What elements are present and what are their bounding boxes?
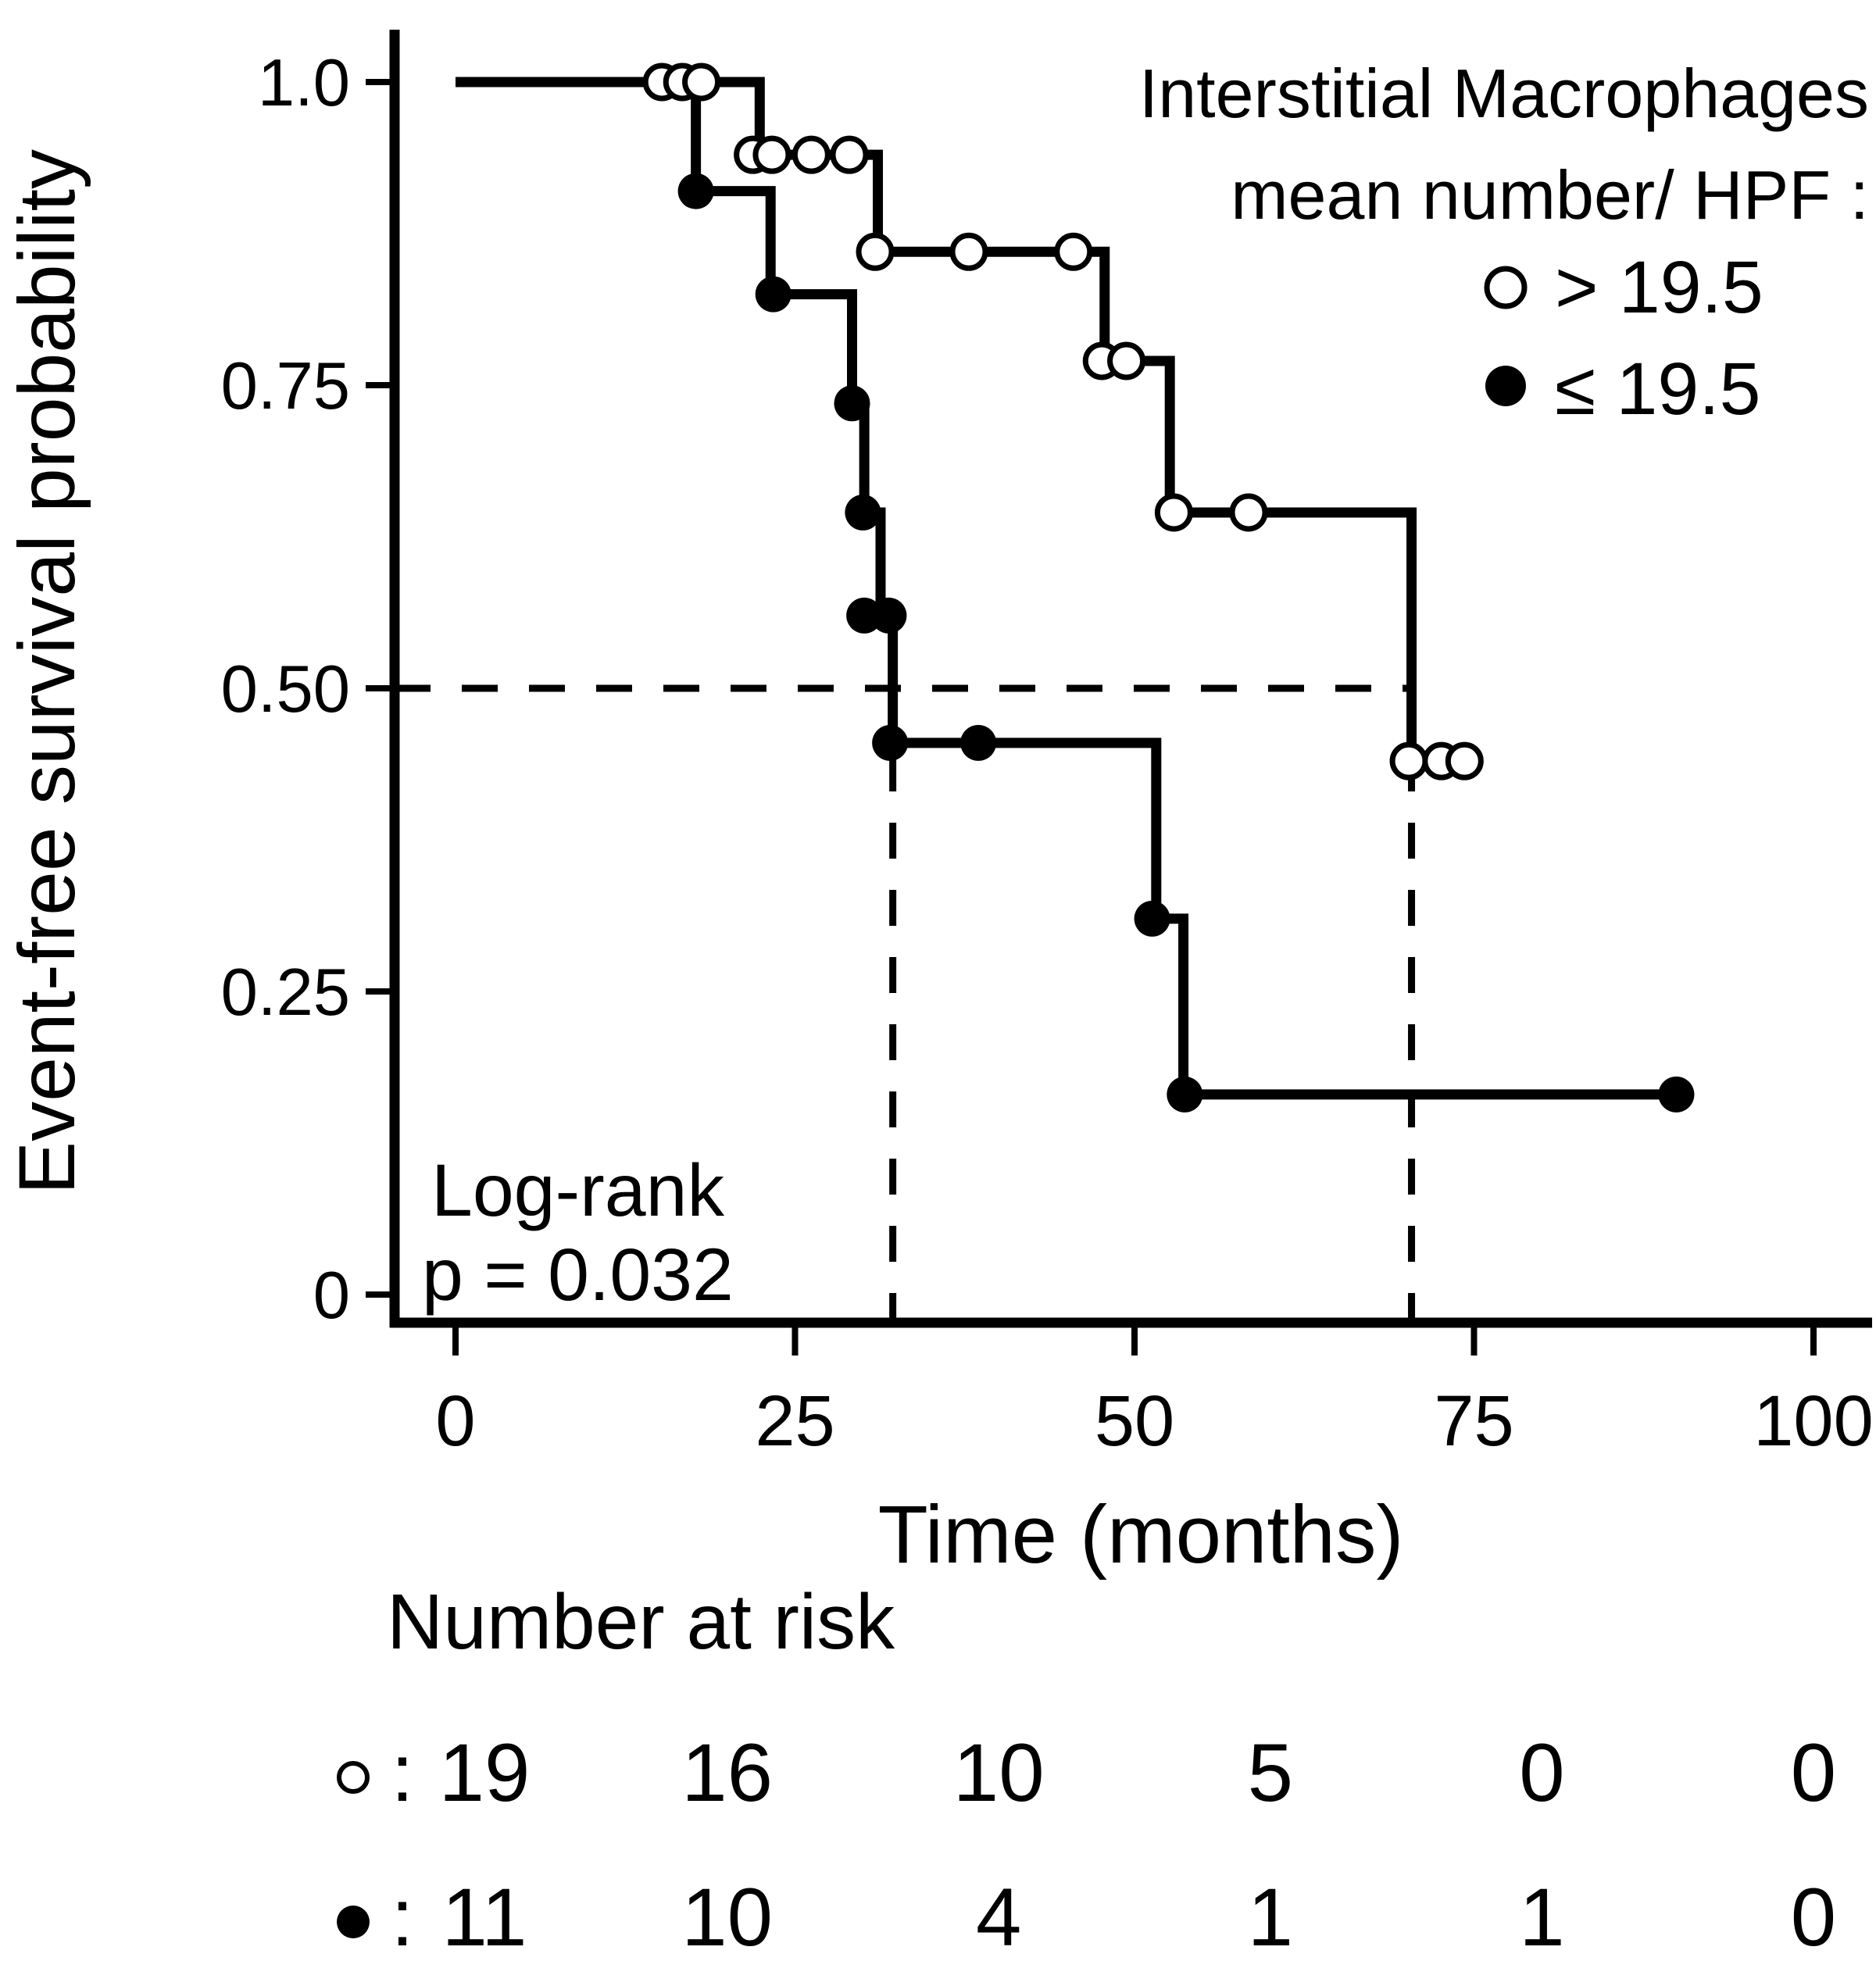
- censor-mark-open-circle: [1389, 741, 1428, 780]
- y-tick-label: 1.0: [258, 46, 350, 120]
- logrank-pvalue: p = 0.032: [422, 1234, 734, 1316]
- risk-row-open-circle-icon: [337, 1761, 370, 1794]
- censor-mark-open-circle: [1154, 493, 1193, 532]
- median-guides: [395, 684, 1416, 1320]
- risk-count: 11: [442, 1872, 527, 1963]
- y-axis-title: Event-free survival probability: [2, 149, 91, 1195]
- logrank-annotation: Log-rank p = 0.032: [422, 1149, 734, 1316]
- legend: Interstitial Macrophages mean number/ HP…: [1139, 55, 1869, 430]
- risk-count: 4: [976, 1872, 1021, 1963]
- event-mark-filled-circle: [1658, 1076, 1695, 1113]
- y-tick-label: 0.75: [221, 349, 350, 423]
- risk-count: 10: [953, 1727, 1045, 1819]
- legend-markers: [1484, 266, 1528, 406]
- censor-mark-open-circle: [1445, 741, 1484, 780]
- legend-open-circle-icon: [1484, 266, 1528, 309]
- x-tick-label: 75: [1434, 1381, 1513, 1461]
- event-mark-filled-circle: [677, 173, 714, 209]
- survival-curves: [456, 63, 1695, 1113]
- risk-count: 0: [1791, 1727, 1836, 1819]
- event-mark-filled-circle: [870, 597, 907, 634]
- risk-table-title: Number at risk: [387, 1578, 895, 1666]
- y-tick-label: 0.50: [221, 652, 350, 727]
- y-tick-label: 0: [313, 1259, 350, 1333]
- censor-mark-open-circle: [791, 135, 831, 174]
- event-mark-filled-circle: [834, 385, 870, 422]
- event-mark-filled-circle: [845, 494, 881, 530]
- risk-count: 5: [1248, 1727, 1293, 1819]
- legend-title-line1: Interstitial Macrophages: [1139, 55, 1869, 132]
- curve-filled-circle-group: [456, 77, 1677, 1100]
- censor-mark-open-circle: [1229, 493, 1268, 532]
- x-axis-title: Time (months): [878, 1489, 1404, 1581]
- event-mark-filled-circle: [960, 724, 997, 761]
- censor-mark-open-circle: [949, 232, 988, 271]
- censor-mark-open-circle: [682, 63, 721, 102]
- x-tick-label: 0: [435, 1381, 475, 1461]
- y-tick-label: 0.25: [221, 955, 350, 1030]
- risk-count: 1: [1248, 1872, 1293, 1963]
- event-mark-filled-circle: [872, 724, 909, 761]
- risk-row-separator: :: [391, 1872, 413, 1963]
- risk-count: 0: [1791, 1872, 1836, 1963]
- risk-table: Number at risk :19 16 10 5 0 0: 11 10 4 1 1 0: [337, 1578, 1836, 1963]
- legend-item-label-gt: ≤ 19.5: [1555, 348, 1760, 430]
- censor-mark-open-circle: [830, 135, 869, 174]
- logrank-label: Log-rank: [431, 1149, 724, 1232]
- axes: [389, 30, 1872, 1328]
- legend-filled-circle-icon: [1485, 366, 1526, 406]
- axis-ticks: 1.0 0.75 0.50 0.25 0 0 25 50 75 100: [221, 46, 1874, 1461]
- legend-item-label-le: > 19.5: [1555, 246, 1763, 329]
- risk-count: 19: [439, 1727, 531, 1819]
- risk-row-filled-circle-icon: [337, 1906, 370, 1938]
- risk-count: 1: [1519, 1872, 1564, 1963]
- risk-count: 10: [681, 1872, 773, 1963]
- censor-mark-open-circle: [1054, 232, 1093, 271]
- x-tick-label: 50: [1095, 1381, 1174, 1461]
- censor-mark-open-circle: [856, 232, 895, 271]
- censor-mark-open-circle: [752, 135, 791, 174]
- risk-count: 16: [681, 1727, 773, 1819]
- legend-title-line2: mean number/ HPF :: [1231, 156, 1869, 234]
- event-mark-filled-circle: [755, 276, 791, 313]
- x-tick-label: 100: [1753, 1381, 1874, 1461]
- censor-mark-open-circle: [1107, 341, 1146, 380]
- risk-row-separator: :: [391, 1727, 413, 1819]
- risk-table-rows: :19 16 10 5 0 0: 11 10 4 1 1 0: [337, 1727, 1836, 1963]
- x-tick-label: 25: [755, 1381, 834, 1461]
- event-mark-filled-circle: [1134, 900, 1170, 937]
- event-mark-filled-circle: [1167, 1076, 1203, 1113]
- risk-count: 0: [1519, 1727, 1564, 1819]
